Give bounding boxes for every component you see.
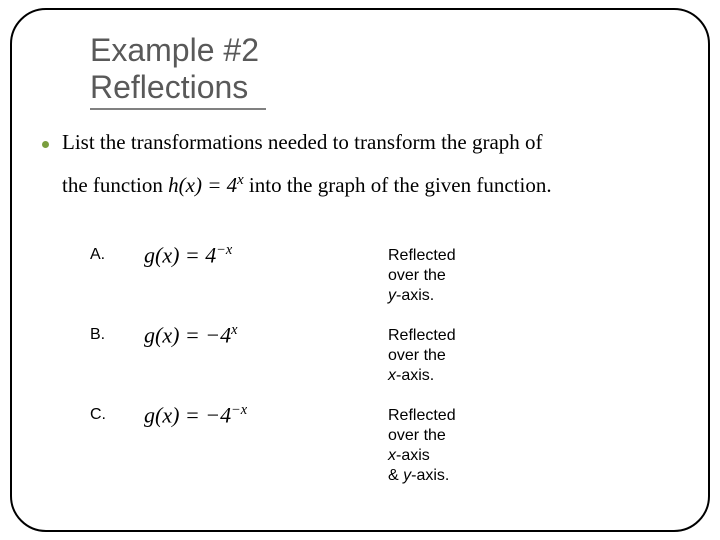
answer-pre: Reflected over the bbox=[388, 247, 456, 284]
answer-pre: Reflected over the bbox=[388, 327, 456, 364]
bullet-icon bbox=[42, 141, 49, 148]
title-line-2: Reflections bbox=[90, 69, 266, 106]
prompt-text-suffix: into the graph of the given function. bbox=[249, 173, 552, 197]
title-block: Example #2 Reflections bbox=[90, 32, 266, 110]
slide-frame: Example #2 Reflections List the transfor… bbox=[10, 8, 710, 532]
item-answer: Reflected over the y-axis. bbox=[388, 246, 456, 306]
title-line-1: Example #2 bbox=[90, 32, 266, 69]
answer-post: -axis. bbox=[396, 287, 434, 304]
eq-exp: −x bbox=[231, 402, 247, 418]
prompt-line-1: List the transformations needed to trans… bbox=[62, 130, 543, 155]
prompt-line-2: the function h(x) = 4x into the graph of… bbox=[62, 172, 552, 198]
eq-exp: x bbox=[231, 322, 237, 338]
prompt-function-exp: x bbox=[237, 172, 244, 188]
item-equation: g(x) = 4−x bbox=[144, 242, 232, 268]
answer-axis: y bbox=[388, 287, 396, 304]
item-equation: g(x) = −4x bbox=[144, 322, 237, 348]
prompt-function-lhs: h(x) = 4 bbox=[168, 173, 237, 197]
item-letter: B. bbox=[90, 326, 105, 344]
eq-lhs: g(x) = −4 bbox=[144, 402, 231, 427]
item-answer: Reflected over the x-axis. bbox=[388, 326, 456, 386]
item-letter: C. bbox=[90, 406, 106, 424]
title-underline bbox=[90, 108, 266, 110]
item-letter: A. bbox=[90, 246, 105, 264]
answer-post: -axis. bbox=[396, 367, 434, 384]
eq-lhs: g(x) = −4 bbox=[144, 322, 231, 347]
answer-axis2: y bbox=[403, 467, 411, 484]
answer-pre: Reflected over the bbox=[388, 407, 456, 444]
item-answer: Reflected over the x-axis & y-axis. bbox=[388, 406, 456, 486]
prompt-text-prefix: the function bbox=[62, 173, 168, 197]
eq-exp: −x bbox=[216, 242, 232, 258]
answer-axis: x bbox=[388, 447, 396, 464]
eq-lhs: g(x) = 4 bbox=[144, 242, 216, 267]
answer-axis: x bbox=[388, 367, 396, 384]
item-equation: g(x) = −4−x bbox=[144, 402, 247, 428]
answer-post2: -axis. bbox=[411, 467, 449, 484]
